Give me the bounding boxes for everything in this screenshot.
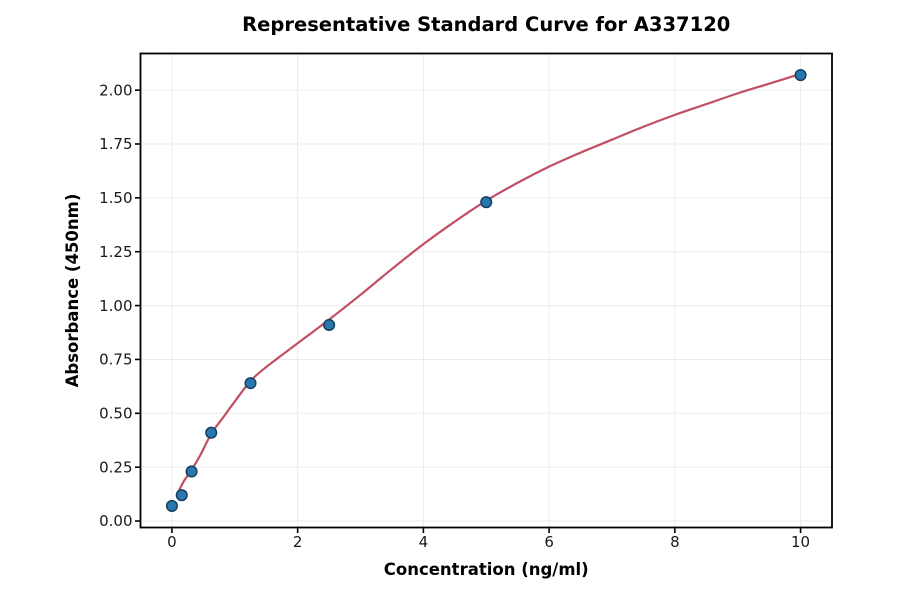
data-point <box>323 318 336 332</box>
y-tick-label: 0.00 <box>99 512 132 530</box>
y-tick-label: 1.75 <box>99 135 132 153</box>
data-point <box>480 196 493 209</box>
data-point <box>185 465 198 478</box>
data-point <box>175 489 188 502</box>
data-point <box>205 426 218 439</box>
plot-border <box>139 52 833 529</box>
x-axis-label: Concentration (ng/ml) <box>384 560 589 579</box>
x-tick-label: 8 <box>670 533 680 551</box>
y-axis-label: Absorbance (450nm) <box>63 194 82 388</box>
data-point <box>244 377 257 390</box>
x-tick-label: 4 <box>419 533 429 551</box>
y-tick-label: 0.50 <box>99 405 132 423</box>
y-tick-label: 0.25 <box>99 458 132 476</box>
x-tick-label: 0 <box>167 533 177 551</box>
data-point <box>165 499 178 513</box>
y-tick-label: 0.75 <box>99 351 132 369</box>
x-tick-label: 2 <box>293 533 303 551</box>
y-tick-label: 1.25 <box>99 243 132 261</box>
y-tick-label: 2.00 <box>99 81 132 99</box>
y-tick-label: 1.00 <box>99 297 132 315</box>
data-point <box>794 69 807 82</box>
x-tick-label: 10 <box>791 533 810 551</box>
chart-title: Representative Standard Curve for A33712… <box>242 13 730 36</box>
y-tick-label: 1.50 <box>99 189 132 207</box>
x-tick-label: 6 <box>544 533 554 551</box>
